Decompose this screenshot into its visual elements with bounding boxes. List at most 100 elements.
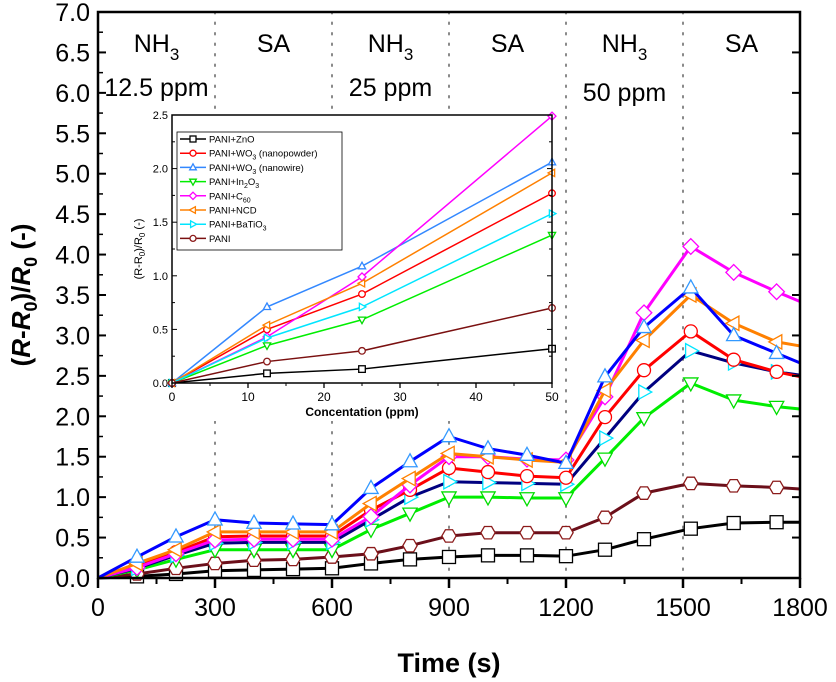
inset-y-tick-label: 2.0 <box>153 164 168 176</box>
inset-series-line <box>171 192 553 384</box>
legend-marker <box>188 162 198 171</box>
data-point <box>635 318 653 334</box>
inset-series-line <box>171 161 553 384</box>
data-point <box>724 263 743 282</box>
legend-entry: PANI <box>180 234 230 245</box>
data-point <box>440 491 458 507</box>
data-point <box>558 549 574 564</box>
y-tick-label: 2.0 <box>55 403 90 431</box>
data-point <box>479 491 497 507</box>
inset-series-line <box>171 347 553 384</box>
x-tick-label: 0 <box>91 594 105 622</box>
inset-x-tick-label: 20 <box>317 390 331 404</box>
y-tick-label: 1.5 <box>55 444 90 472</box>
inset-data-point <box>263 357 271 366</box>
x-tick-label: 900 <box>428 594 470 622</box>
y-tick-label: 5.0 <box>55 161 90 189</box>
y-tick-label: 5.5 <box>55 120 90 148</box>
inset-series-line <box>171 234 553 384</box>
data-point <box>166 541 182 558</box>
data-point <box>323 515 341 531</box>
data-point <box>769 364 784 379</box>
legend-entry: PANI+In2O3 <box>180 177 259 190</box>
y-tick-label: 6.5 <box>55 39 90 67</box>
inset-x-tick-label: 30 <box>393 390 407 404</box>
y-tick-label: 3.5 <box>55 282 90 310</box>
data-point <box>206 510 224 526</box>
data-point <box>597 409 613 425</box>
inset-data-point <box>357 316 367 326</box>
data-point <box>402 552 418 567</box>
y-tick-label: 4.5 <box>55 201 90 229</box>
legend-marker <box>189 219 198 229</box>
concentration-label: 25 ppm <box>349 74 432 102</box>
inset-data-point <box>261 320 271 330</box>
inset-y-tick-label: 1.5 <box>153 217 168 229</box>
legend-entry: PANI+C60 <box>180 191 251 204</box>
legend-label: PANI+WO3 (nanowire) <box>209 163 304 176</box>
x-tick-label: 300 <box>194 594 236 622</box>
gas-label: NH3 <box>602 30 648 64</box>
x-tick-label: 1800 <box>772 594 828 622</box>
data-point <box>402 538 418 553</box>
data-point <box>519 525 535 540</box>
data-point <box>682 476 699 491</box>
legend-entry: PANI+BaTiO3 <box>180 220 267 233</box>
data-point <box>595 382 611 399</box>
data-point <box>557 454 575 470</box>
legend-label: PANI+C60 <box>209 191 251 204</box>
inset-y-tick-label: 0.5 <box>153 324 168 336</box>
data-point <box>726 352 741 367</box>
data-point <box>441 549 457 565</box>
data-point <box>682 377 700 393</box>
data-point <box>440 427 458 443</box>
x-tick-label: 1200 <box>538 594 594 622</box>
legend-entry: PANI+ZnO <box>180 135 255 146</box>
legend-marker <box>188 191 198 201</box>
legend-box <box>176 131 343 251</box>
concentration-label: 12.5 ppm <box>104 74 208 102</box>
data-point <box>400 470 416 487</box>
legend-label: PANI+NCD <box>209 206 257 217</box>
data-point <box>363 546 379 561</box>
data-point <box>441 529 457 543</box>
data-point <box>245 513 263 529</box>
data-point <box>636 363 652 378</box>
inset-x-axis-label: Concentation (ppm) <box>305 405 418 419</box>
data-point <box>362 507 380 526</box>
data-point <box>518 492 536 508</box>
data-point <box>207 556 223 571</box>
data-point <box>479 439 497 455</box>
legend-entry: PANI+NCD <box>180 206 257 217</box>
data-point <box>480 525 496 540</box>
inset-data-point <box>262 342 272 351</box>
data-point <box>167 527 185 543</box>
x-tick-label: 1500 <box>655 594 711 622</box>
phase-label: SA <box>725 30 759 58</box>
data-point <box>362 479 380 495</box>
inset-plot: 0.0 0.5 1.0 1.5 2.0 2.5 0 10 20 30 40 50 Concentatio… <box>112 109 559 421</box>
y-axis-label: (R-R0)/R0 (-) <box>6 224 41 367</box>
inset-data-point <box>263 369 271 378</box>
data-point <box>683 324 698 339</box>
y-tick-label: 4.0 <box>55 242 90 270</box>
data-point <box>557 492 575 508</box>
inset-data-point <box>358 346 366 355</box>
data-point <box>558 525 574 540</box>
data-point <box>518 445 536 461</box>
data-point <box>634 332 650 349</box>
inset-y-tick-label: 0.0 <box>153 378 168 390</box>
inset-y-axis-label: (R-R0)/R0 (-) <box>133 219 147 280</box>
y-tick-label: 3.0 <box>55 322 90 350</box>
inset-series-line <box>171 212 553 384</box>
data-point <box>597 542 613 557</box>
data-point <box>636 532 652 547</box>
data-point <box>599 429 615 447</box>
data-point <box>284 514 302 530</box>
legend-label: PANI+WO3 (nanopowder) <box>209 149 318 162</box>
data-point <box>401 452 419 468</box>
x-axis-label: Time (s) <box>397 648 500 678</box>
data-point <box>682 278 700 294</box>
